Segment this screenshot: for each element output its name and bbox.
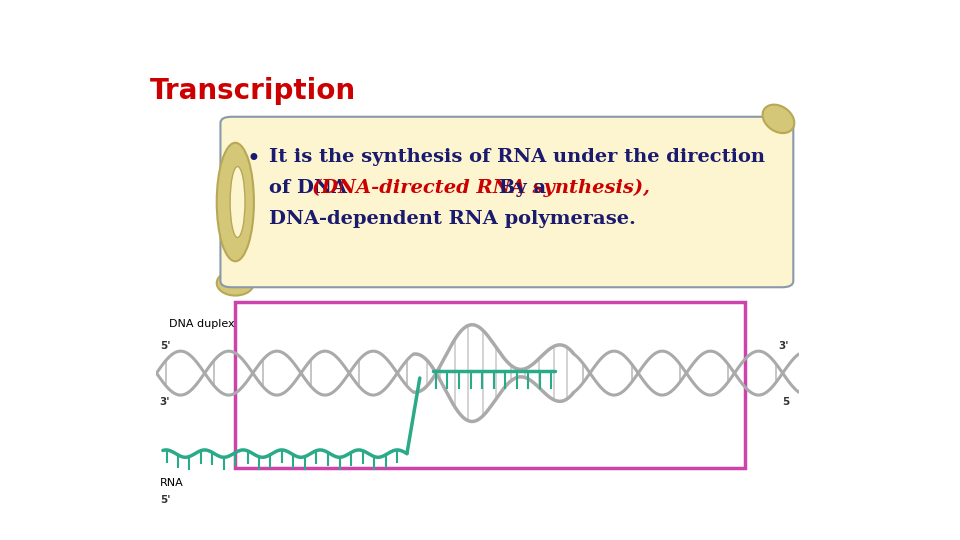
Text: 5: 5 <box>781 397 789 407</box>
FancyBboxPatch shape <box>235 302 745 468</box>
Text: Transcription: Transcription <box>150 77 356 105</box>
Text: •: • <box>247 148 260 171</box>
FancyBboxPatch shape <box>221 117 793 287</box>
Text: 5': 5' <box>159 341 170 352</box>
Text: of DNA: of DNA <box>269 179 353 197</box>
Text: It is the synthesis of RNA under the direction: It is the synthesis of RNA under the dir… <box>269 148 765 166</box>
Text: 5': 5' <box>159 495 170 505</box>
Ellipse shape <box>217 271 253 295</box>
Text: RNA: RNA <box>159 478 183 488</box>
Text: 3': 3' <box>779 341 789 352</box>
Text: (DNA-directed RNA synthesis),: (DNA-directed RNA synthesis), <box>312 179 650 198</box>
Text: DNA duplex: DNA duplex <box>169 320 235 329</box>
Ellipse shape <box>762 105 794 133</box>
Ellipse shape <box>230 166 245 238</box>
Ellipse shape <box>217 143 253 261</box>
Text: By a: By a <box>492 179 546 197</box>
Text: 3': 3' <box>159 397 170 407</box>
Text: DNA-dependent RNA polymerase.: DNA-dependent RNA polymerase. <box>269 210 636 228</box>
